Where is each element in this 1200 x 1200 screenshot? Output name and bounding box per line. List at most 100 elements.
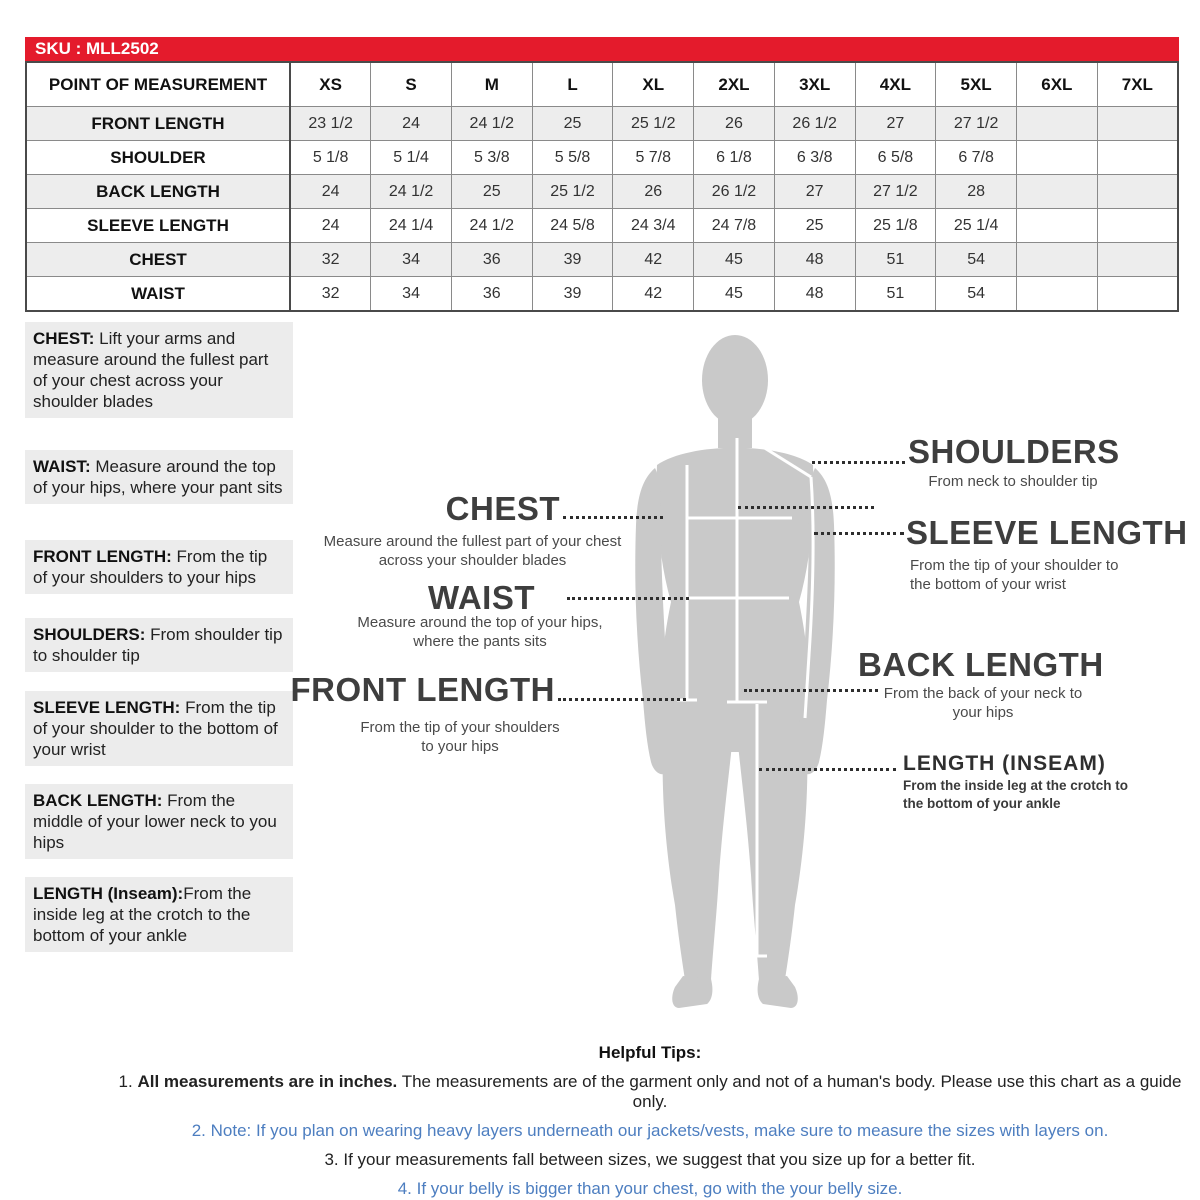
measurement-cell: 26	[693, 106, 775, 141]
measurement-cell: 25 1/4	[935, 208, 1017, 243]
measurement-cell: 23 1/2	[289, 106, 372, 141]
measurement-cell: 25	[450, 174, 533, 209]
sleeve-length-callout-sub: From the tip of your shoulder to the bot…	[910, 557, 1119, 593]
measurement-cell	[1015, 174, 1098, 209]
instruction-text: Measure around the top of your hips, whe…	[33, 457, 283, 497]
measurement-cell: 36	[450, 276, 533, 312]
chest-callout-title: CHEST	[445, 490, 560, 527]
column-header-size: L	[531, 61, 614, 107]
measurement-cell: 24 1/2	[370, 174, 452, 209]
measurement-cell: 24 5/8	[531, 208, 614, 243]
measurement-cell: 39	[531, 276, 614, 312]
column-header-size: S	[370, 61, 452, 107]
body-silhouette	[635, 335, 835, 1008]
instruction-text: From the inside leg at the crotch to the…	[33, 884, 252, 945]
instruction-block: BACK LENGTH: From the middle of your low…	[25, 784, 293, 859]
row-label: WAIST	[25, 276, 291, 312]
measurement-cell: 45	[693, 242, 775, 277]
waist-leader-line	[567, 597, 689, 600]
instruction-title: LENGTH (Inseam):	[33, 884, 184, 903]
instruction-block: SLEEVE LENGTH: From the tip of your shou…	[25, 691, 293, 766]
measurement-cell: 45	[693, 276, 775, 312]
measurement-cell: 5 5/8	[531, 140, 614, 175]
row-label: SLEEVE LENGTH	[25, 208, 291, 243]
measurement-cell: 24 1/2	[450, 208, 533, 243]
measurement-instructions: CHEST: Lift your arms and measure around…	[25, 322, 293, 952]
size-table: POINT OF MEASUREMENT XS S M L XL 2XL 3XL 4XL 5XL 6…	[25, 61, 1179, 312]
measurement-cell	[1015, 140, 1098, 175]
measurement-cell	[1015, 208, 1098, 243]
column-header-size: 4XL	[854, 61, 937, 107]
table-row: SHOULDER 5 1/8 5 1/4 5 3/8 5 5/8 5 7/8 6 1/8 6 …	[25, 140, 1179, 175]
instruction-title: BACK LENGTH:	[33, 791, 163, 810]
measurement-cell: 6 3/8	[773, 140, 856, 175]
measurement-cell: 42	[612, 242, 695, 277]
back-length-callout-title: BACK LENGTH	[858, 646, 1104, 683]
measurement-cell	[1096, 174, 1179, 209]
measurement-cell: 24 1/4	[370, 208, 452, 243]
sleeve-leader-line	[814, 532, 904, 535]
front-length-leader-line	[558, 698, 686, 701]
measurement-cell: 24	[370, 106, 452, 141]
waist-callout-title: WAIST	[428, 579, 535, 616]
instruction-block: CHEST: Lift your arms and measure around…	[25, 322, 293, 418]
table-row: WAIST 32 34 36 39 42 45 48 51 54	[25, 276, 1179, 312]
column-header-size: M	[450, 61, 533, 107]
instruction-text: From the middle of your lower neck to yo…	[33, 791, 277, 852]
measurement-cell: 34	[370, 242, 452, 277]
size-table-header: POINT OF MEASUREMENT XS S M L XL 2XL 3XL 4XL 5XL 6…	[25, 61, 1179, 107]
measurement-cell: 27	[854, 106, 937, 141]
measurement-cell: 51	[854, 276, 937, 312]
measurement-cell: 5 1/8	[289, 140, 372, 175]
measurement-cell: 26 1/2	[773, 106, 856, 141]
measurement-cell: 32	[289, 242, 372, 277]
instruction-title: SHOULDERS:	[33, 625, 146, 644]
measurement-cell: 32	[289, 276, 372, 312]
instruction-block: SHOULDERS: From shoulder tip to shoulder…	[25, 618, 293, 672]
inseam-leader-line	[759, 768, 896, 771]
front-length-callout-title: FRONT LENGTH	[290, 671, 555, 708]
instruction-text: Lift your arms and measure around the fu…	[33, 329, 269, 411]
sleeve-length-callout-title: SLEEVE LENGTH	[906, 514, 1188, 551]
back-length-callout-sub: From the back of your neck to your hips	[883, 685, 1083, 721]
chest-callout-sub: Measure around the fullest part of your …	[323, 533, 622, 569]
sku-bar: SKU : MLL2502	[25, 37, 1179, 61]
measurement-cell: 6 5/8	[854, 140, 937, 175]
measurement-cell: 34	[370, 276, 452, 312]
measurement-cell	[1015, 276, 1098, 312]
shoulders-callout-sub: From neck to shoulder tip	[928, 473, 1098, 490]
measurement-cell	[1015, 106, 1098, 141]
front-length-callout-sub: From the tip of your shoulders to your h…	[360, 719, 560, 755]
instruction-text: From the tip of your shoulders to your h…	[33, 547, 268, 587]
measurement-cell: 28	[935, 174, 1017, 209]
instruction-block: LENGTH (Inseam):From the inside leg at t…	[25, 877, 293, 952]
column-header-size: 3XL	[773, 61, 856, 107]
measurement-cell: 24 1/2	[450, 106, 533, 141]
inseam-callout-title: LENGTH (INSEAM)	[903, 752, 1106, 775]
measurement-cell: 24	[289, 208, 372, 243]
measurement-cell: 48	[773, 276, 856, 312]
measurement-cell	[1096, 208, 1179, 243]
waist-callout-sub: Measure around the top of your hips, whe…	[357, 614, 603, 650]
sleeve-upper-leader-line	[738, 506, 874, 509]
measurement-cell: 25 1/2	[531, 174, 614, 209]
column-header-size: 6XL	[1015, 61, 1098, 107]
measurement-cell: 6 7/8	[935, 140, 1017, 175]
instruction-block: WAIST: Measure around the top of your hi…	[25, 450, 293, 504]
column-header-size: XS	[289, 61, 372, 107]
table-row: SLEEVE LENGTH 24 24 1/4 24 1/2 24 5/8 24 3/4 2…	[25, 208, 1179, 243]
measurement-cell	[1096, 106, 1179, 141]
measurement-cell: 5 7/8	[612, 140, 695, 175]
column-header-size: 5XL	[935, 61, 1017, 107]
measurement-cell: 24 3/4	[612, 208, 695, 243]
column-header-point-of-measurement: POINT OF MEASUREMENT	[25, 61, 291, 107]
measurement-cell: 26 1/2	[693, 174, 775, 209]
measurement-cell: 51	[854, 242, 937, 277]
inseam-callout-sub: From the inside leg at the crotch to the…	[903, 778, 1129, 811]
measurement-cell	[1096, 140, 1179, 175]
shoulders-leader-line	[812, 461, 905, 464]
column-header-size: 7XL	[1096, 61, 1179, 107]
row-label: FRONT LENGTH	[25, 106, 291, 141]
measurement-cell: 25 1/2	[612, 106, 695, 141]
